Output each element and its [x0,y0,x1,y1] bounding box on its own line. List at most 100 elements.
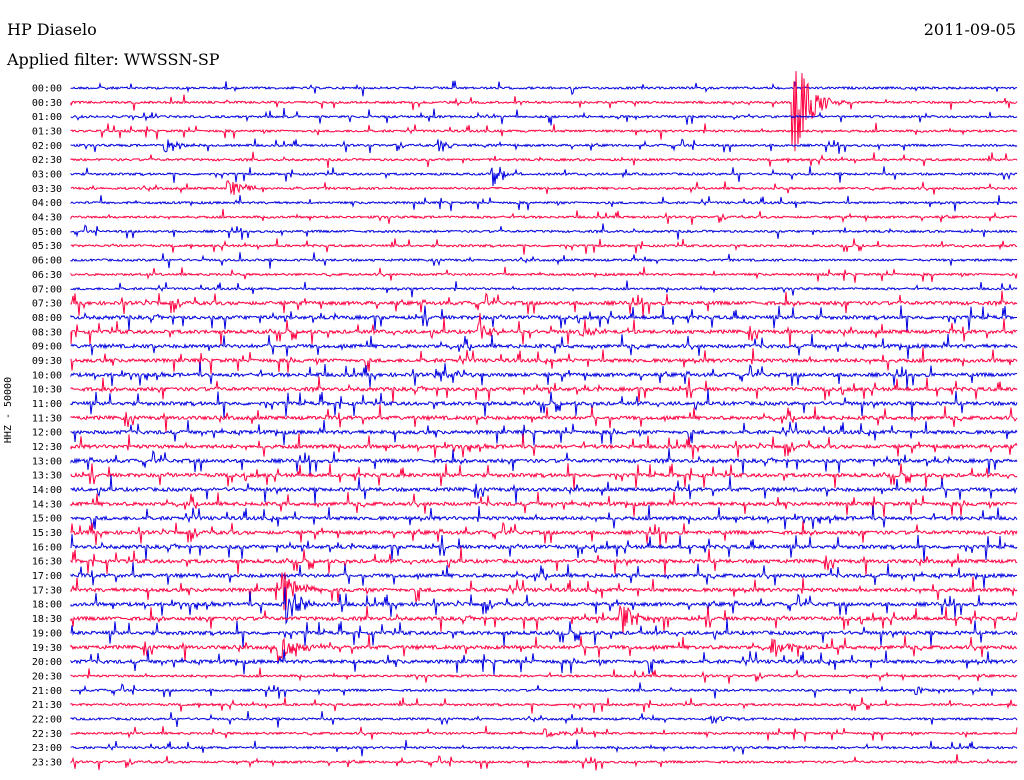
tick-label: 20:30 [32,671,62,682]
trace-line [70,333,1018,359]
trace-line [70,71,1018,152]
trace-line [70,108,1018,126]
tick-label: 18:30 [32,614,62,625]
trace-line [70,682,1018,699]
tick-label: 19:00 [32,628,62,639]
tick-label: 21:00 [32,686,62,697]
tick-label: 02:30 [32,155,62,166]
tick-label: 07:30 [32,299,62,310]
tick-label: 01:30 [32,127,62,138]
trace-line [70,754,1018,771]
station-name: HP Diaselo [7,20,97,39]
trace-line [70,534,1018,562]
trace-line [70,122,1018,140]
trace-line [70,252,1018,269]
trace-line [70,649,1018,675]
trace-line [70,305,1017,332]
tick-label: 10:00 [32,370,62,381]
tick-label: 18:00 [32,600,62,611]
trace-line [70,604,1018,635]
trace-line [70,138,1018,154]
trace-line [70,419,1018,446]
trace-line [70,238,1017,255]
record-date: 2011-09-05 [923,20,1016,39]
tick-label: 00:30 [32,98,62,109]
tick-label: 16:00 [32,542,62,553]
tick-label: 17:00 [32,571,62,582]
trace-line [70,195,1018,212]
tick-label: 02:00 [32,141,62,152]
trace-line [70,697,1018,714]
tick-label: 09:00 [32,342,62,353]
tick-label: 03:00 [32,170,62,181]
tick-label: 16:30 [32,557,62,568]
tick-label: 09:30 [32,356,62,367]
trace-line [70,376,1018,403]
tick-label: 11:30 [32,413,62,424]
trace-line [70,475,1018,504]
trace-line [70,491,1018,518]
tick-label: 22:00 [32,714,62,725]
trace-line [70,433,1018,460]
tick-label: 03:30 [32,184,62,195]
applied-filter: Applied filter: WWSSN-SP [7,50,220,69]
tick-label: 04:30 [32,213,62,224]
trace-line [70,725,1018,742]
tick-label: 07:00 [32,284,62,295]
tick-label: 04:00 [32,198,62,209]
tick-label: 14:00 [32,485,62,496]
tick-label: 22:30 [32,729,62,740]
tick-label: 23:00 [32,743,62,754]
trace-line [70,404,1018,433]
tick-label: 21:30 [32,700,62,711]
trace-line [70,313,1018,347]
tick-label: 05:30 [32,241,62,252]
trace-line [70,362,1018,389]
trace-line [70,505,1018,531]
tick-label: 23:30 [32,757,62,768]
tick-label: 06:30 [32,270,62,281]
tick-label: 20:00 [32,657,62,668]
tick-label: 10:30 [32,385,62,396]
tick-label: 17:30 [32,585,62,596]
tick-label: 01:00 [32,112,62,123]
tick-label: 15:30 [32,528,62,539]
trace-line [70,290,1018,317]
tick-label: 13:30 [32,471,62,482]
trace-line [70,180,1018,196]
trace-line [70,633,1017,663]
trace-line [70,521,1018,547]
tick-label: 12:00 [32,428,62,439]
trace-line [70,388,1018,418]
tick-label: 14:30 [32,499,62,510]
trace-line [70,80,1018,97]
trace-line [70,166,1018,187]
trace-line [70,448,1018,475]
tick-label: 19:30 [32,643,62,654]
trace-line [70,463,1018,490]
tick-label: 06:00 [32,256,62,267]
trace-line [70,739,1018,757]
tick-label: 08:30 [32,327,62,338]
tick-label: 08:00 [32,313,62,324]
tick-label: 13:00 [32,456,62,467]
tick-label: 00:00 [32,84,62,95]
tick-label: 12:30 [32,442,62,453]
trace-line [70,667,1018,684]
tick-label: 11:00 [32,399,62,410]
tick-label: 15:00 [32,514,62,525]
trace-line [70,618,1018,648]
y-axis-label: HHZ - 50000 [3,376,14,444]
trace-line [70,587,1018,625]
tick-label: 05:00 [32,227,62,238]
trace-line [70,151,1018,168]
trace-line [70,572,1018,611]
trace-line [70,223,1018,240]
trace-line [70,280,1018,298]
trace-line [70,562,1017,589]
trace-line [70,208,1017,225]
trace-line [70,711,1018,728]
trace-line [70,266,1018,283]
trace-line [70,347,1018,374]
